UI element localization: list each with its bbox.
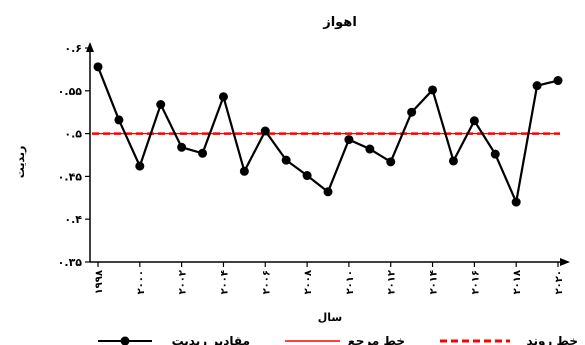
data-point xyxy=(239,166,249,176)
data-point xyxy=(177,142,187,152)
data-point xyxy=(344,135,354,145)
x-tick-label: ۲۰۱۲ xyxy=(387,270,398,294)
data-point xyxy=(156,99,166,109)
x-tick-label: ۲۰۰۸ xyxy=(303,270,314,294)
data-point xyxy=(448,156,458,166)
x-tick-label: ۲۰۰۲ xyxy=(178,270,189,294)
x-tick-label: ۲۰۱۰ xyxy=(345,270,356,294)
legend-series-marker xyxy=(120,336,130,345)
data-point xyxy=(553,76,563,86)
data-point xyxy=(260,126,270,136)
data-point xyxy=(93,62,103,72)
legend-trend-label: خط روند xyxy=(527,334,578,345)
data-point xyxy=(428,85,438,95)
data-point xyxy=(281,155,291,165)
data-point xyxy=(114,115,124,125)
y-tick-label: ۰.۴ xyxy=(64,213,82,226)
data-point xyxy=(323,187,333,197)
x-tick-label: ۱۹۹۸ xyxy=(94,270,105,294)
data-point xyxy=(218,92,228,102)
y-tick-label: ۰.۳۵ xyxy=(58,256,83,269)
data-point xyxy=(135,161,145,171)
data-point xyxy=(511,197,521,207)
y-tick-label: ۰.۴۵ xyxy=(58,170,83,183)
data-point xyxy=(469,116,479,126)
series-group xyxy=(93,62,563,207)
y-tick-label: ۰.۶ xyxy=(64,42,82,55)
chart-title: اهواز xyxy=(322,15,357,30)
data-point xyxy=(302,171,312,181)
data-point xyxy=(365,144,375,154)
x-axis-arrow xyxy=(560,258,570,266)
data-point xyxy=(407,107,417,117)
x-tick-label: ۲۰۲۰ xyxy=(554,270,565,294)
data-point xyxy=(198,148,208,158)
data-point xyxy=(490,149,500,159)
data-point xyxy=(386,157,396,167)
x-axis-label: سال xyxy=(318,311,343,324)
x-tick-label: ۲۰۰۰ xyxy=(136,270,147,294)
x-tick-label: ۲۰۰۴ xyxy=(219,270,230,294)
y-tick-label: ۰.۵ xyxy=(64,128,82,141)
legend: مقادیر ربدیت خط مرجع خط روند xyxy=(98,334,578,345)
x-tick-label: ۲۰۱۸ xyxy=(512,270,523,294)
legend-series-label: مقادیر ربدیت xyxy=(172,334,250,345)
x-tick-label: ۲۰۱۴ xyxy=(429,270,440,294)
y-tick-label: ۰.۵۵ xyxy=(58,85,83,98)
x-tick-label: ۲۰۱۶ xyxy=(470,270,481,294)
axes: ۰.۶ ۰.۵۵ ۰.۵ ۰.۴۵ ۰.۴ ۰.۳۵ ۱۹۹۸ ۲۰۰۰ ۲۰۰۲ ۲۰۰۴ ۲۰۰… xyxy=(58,42,570,294)
data-point xyxy=(532,81,542,91)
x-tick-label: ۲۰۰۶ xyxy=(261,270,272,294)
y-axis-label: ربدیت xyxy=(14,146,27,179)
legend-reference-label: خط مرجع xyxy=(348,334,405,345)
y-axis-arrow xyxy=(86,42,94,52)
